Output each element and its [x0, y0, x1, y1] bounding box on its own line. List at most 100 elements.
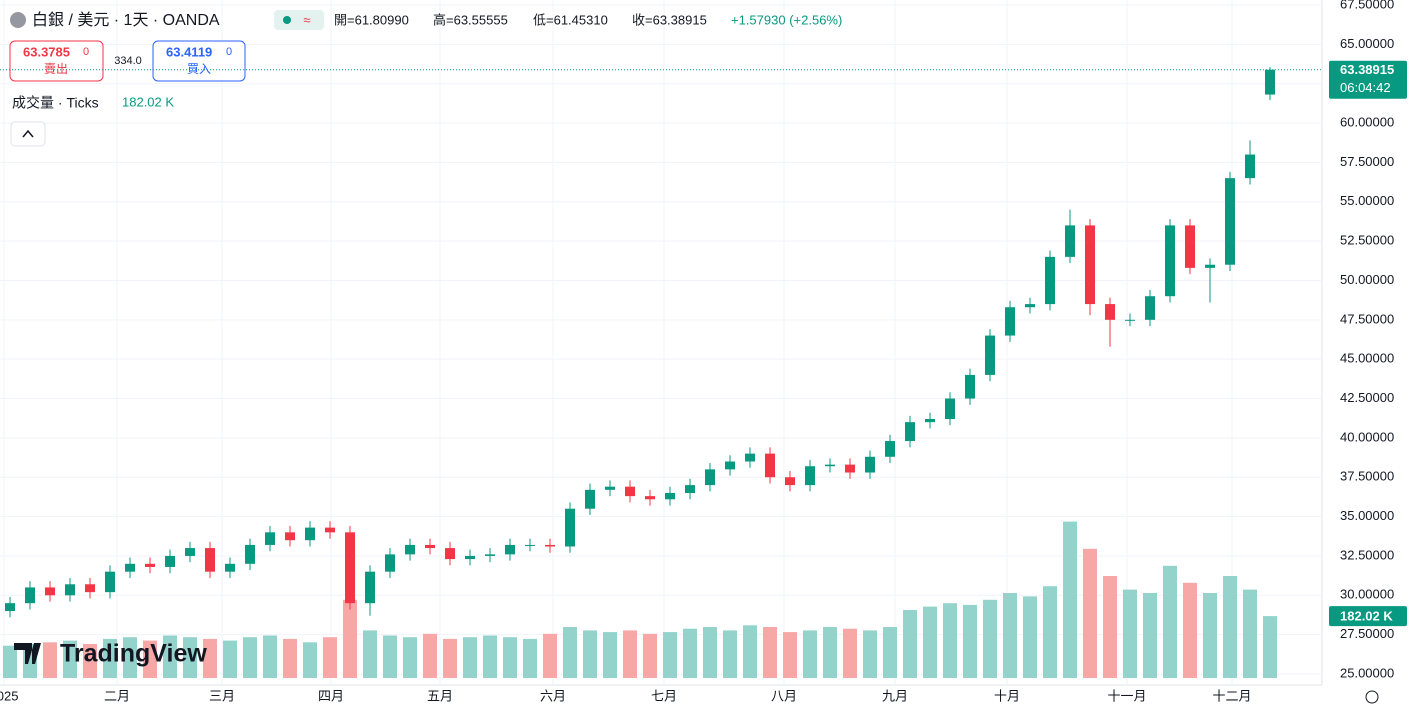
volume-bar [1123, 589, 1137, 678]
volume-bar [463, 637, 477, 678]
candle-body [185, 548, 195, 556]
candle-body [1045, 256, 1055, 305]
candle-body [105, 571, 115, 593]
candle-body [425, 544, 435, 549]
y-tick-label: 25.00000 [1340, 665, 1394, 680]
volume-bar [823, 627, 837, 678]
candle-body [765, 453, 775, 478]
volume-bar [63, 640, 77, 678]
candle-body [785, 477, 795, 486]
volume-bar [863, 630, 877, 678]
candle-body [1225, 178, 1235, 265]
volume-bar [1063, 521, 1077, 678]
volume-bar [363, 630, 377, 678]
symbol-icon [10, 12, 26, 28]
volume-bar [803, 630, 817, 678]
candle-body [65, 584, 75, 596]
volume-bar [603, 632, 617, 678]
ask-small: 0 [226, 46, 232, 58]
y-tick-label: 52.50000 [1340, 233, 1394, 248]
volume-bar [123, 637, 137, 678]
volume-bar [103, 638, 117, 678]
x-tick-label: 六月 [540, 688, 566, 703]
volume-bar [343, 599, 357, 678]
ohlc-high: 高=63.55555 [433, 12, 508, 27]
last-price-tag [1329, 60, 1407, 99]
candle-body [705, 469, 715, 486]
candle-body [905, 422, 915, 442]
x-tick-label: 十一月 [1107, 688, 1146, 703]
volume-bar [323, 637, 337, 678]
candle-body [725, 461, 735, 470]
volume-bar [543, 633, 557, 678]
x-tick-label: 三月 [209, 688, 235, 703]
candle-body [305, 527, 315, 541]
ask-price: 63.4119 [166, 44, 212, 59]
candle-body [945, 398, 955, 419]
candle-body [385, 554, 395, 572]
y-tick-label: 57.50000 [1340, 154, 1394, 169]
bid-small: 0 [83, 46, 89, 58]
volume-bar [783, 632, 797, 678]
candle-body [625, 486, 635, 497]
candle-body [805, 466, 815, 486]
volume-bar [1143, 593, 1157, 678]
candle-body [505, 544, 515, 555]
x-tick-label: 八月 [771, 688, 797, 703]
change: +1.57930 (+2.56%) [731, 12, 842, 27]
candle-body [845, 464, 855, 473]
logo-icon [14, 643, 41, 664]
candle-body [665, 492, 675, 500]
volume-bar [583, 630, 597, 678]
volume-bar [503, 637, 517, 678]
volume-bar [563, 627, 577, 678]
volume-bar [1163, 565, 1177, 678]
volume-bar [443, 638, 457, 678]
y-tick-label: 40.00000 [1340, 429, 1394, 444]
y-tick-label: 27.50000 [1340, 626, 1394, 641]
candle-body [45, 587, 55, 596]
buy-button[interactable] [152, 40, 246, 82]
candle-body [565, 508, 575, 547]
volume-bar [843, 628, 857, 678]
candle-body [1025, 304, 1035, 308]
status-icon: ≈ [303, 12, 310, 27]
volume-bar [243, 637, 257, 678]
bid-label: 賣出 [44, 61, 68, 76]
volume-bar [1043, 586, 1057, 678]
candle-body [1245, 154, 1255, 179]
volume-bar [183, 637, 197, 678]
settings-icon[interactable] [1365, 690, 1379, 704]
candle-body [5, 603, 15, 612]
candle-body [1185, 225, 1195, 268]
candle-body [25, 587, 35, 604]
logo: TradingView [60, 640, 207, 668]
volume-bar [1183, 582, 1197, 678]
candle-body [485, 554, 495, 556]
volume-legend: 成交量 · Ticks [12, 95, 99, 111]
y-tick-label: 50.00000 [1340, 272, 1394, 287]
volume-bar [403, 637, 417, 678]
y-tick-label: 30.00000 [1340, 587, 1394, 602]
candle-body [445, 548, 455, 560]
candle-body [1105, 304, 1115, 320]
volume-bar [963, 604, 977, 678]
spread: 334.0 [114, 55, 142, 67]
sell-button[interactable] [9, 40, 104, 82]
ohlc-open: 開=61.80990 [334, 12, 409, 27]
y-tick-label: 67.50000 [1340, 0, 1394, 11]
candle-body [405, 544, 415, 555]
collapse-button[interactable] [10, 121, 46, 147]
volume-bar [723, 630, 737, 678]
candle-body [985, 335, 995, 375]
candle-body [865, 456, 875, 473]
y-tick-label: 37.50000 [1340, 469, 1394, 484]
volume-bar [703, 627, 717, 678]
ohlc-close: 收=63.38915 [632, 12, 707, 27]
x-tick-label: 四月 [318, 688, 344, 703]
x-tick-label: 二月 [104, 688, 130, 703]
candle-body [925, 418, 935, 423]
candle-body [825, 464, 835, 467]
volume-bar [923, 606, 937, 678]
